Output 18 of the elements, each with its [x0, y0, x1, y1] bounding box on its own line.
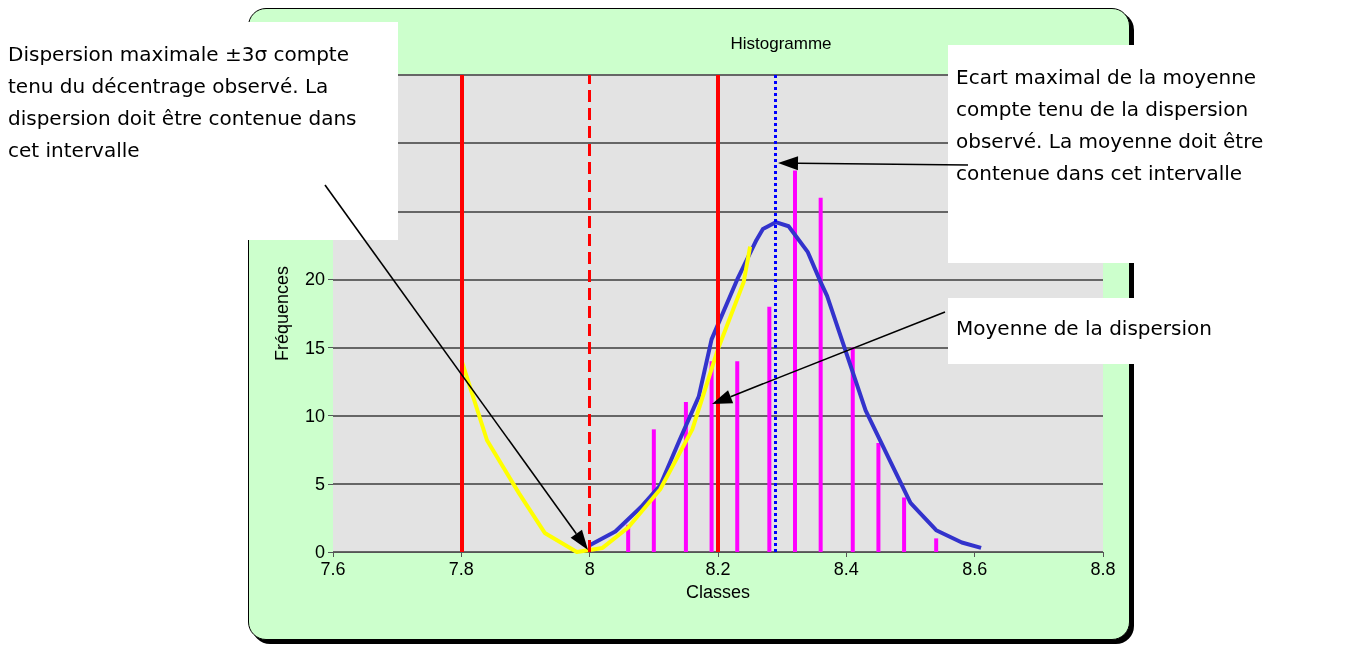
- y-tick-label: 0: [314, 542, 325, 562]
- y-axis-title: Fréquences: [272, 265, 292, 362]
- x-tick-label: 8.4: [833, 559, 859, 579]
- x-tick-label: 7.8: [448, 559, 474, 579]
- y-tick-label: 5: [314, 473, 325, 494]
- chart-title: Histogramme: [730, 34, 832, 53]
- y-tick-label: 20: [304, 269, 325, 290]
- x-tick-label: 8.2: [705, 559, 731, 579]
- annotation: Moyenne de la dispersion: [956, 316, 1212, 340]
- x-tick-label: 8.6: [962, 559, 988, 579]
- annotation: Ecart maximal de la moyenne compte tenu de la dispersion observé. La moyenne doit être contenue dans cet intervalle: [956, 65, 1264, 185]
- x-tick-label: 7.6: [320, 559, 346, 579]
- x-axis-title: Classes: [685, 581, 751, 602]
- x-tick-label: 8: [584, 559, 595, 579]
- y-tick-label: 15: [304, 337, 325, 358]
- annotation: Dispersion maximale ±3σ compte tenu du décentrage observé. La dispersion doit être contenue dans cet intervalle: [8, 42, 357, 162]
- x-tick-label: 8.8: [1090, 559, 1116, 579]
- y-tick-label: 10: [304, 405, 325, 426]
